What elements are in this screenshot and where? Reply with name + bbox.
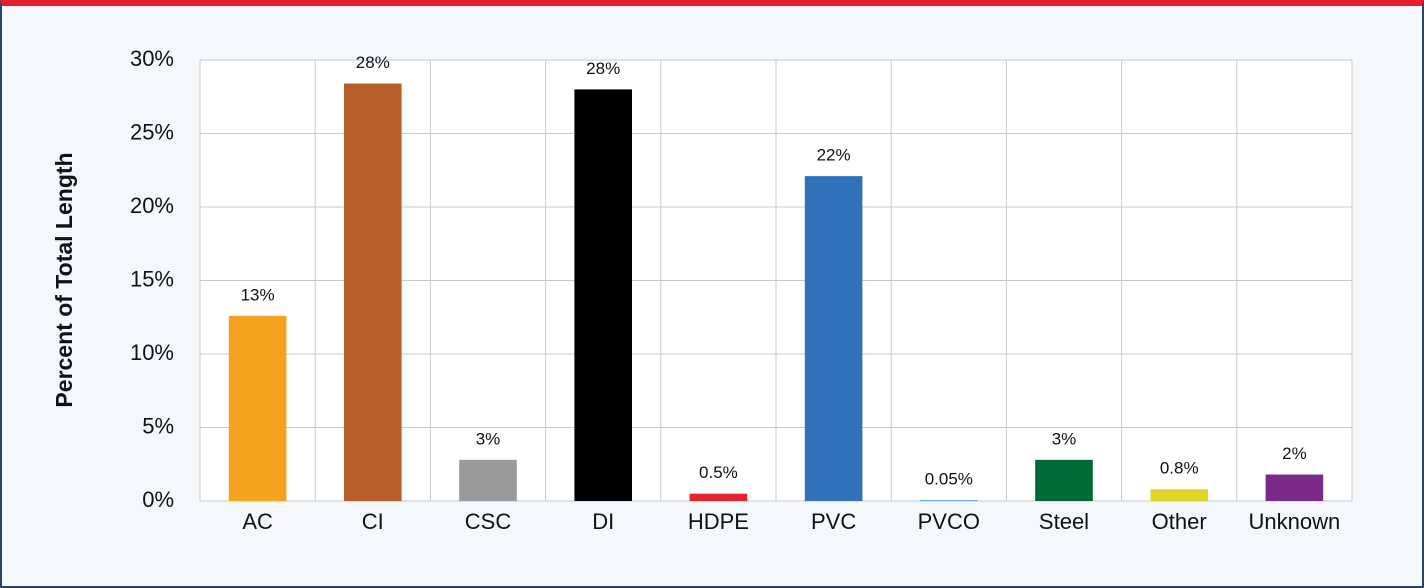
bar <box>1265 474 1324 501</box>
data-label: 28% <box>356 53 390 72</box>
bar <box>574 89 632 502</box>
bar <box>228 315 287 501</box>
data-label: 3% <box>476 429 501 448</box>
x-tick-label: CSC <box>465 509 512 534</box>
y-tick-label: 15% <box>130 266 174 291</box>
data-label: 3% <box>1052 429 1077 448</box>
y-tick-label: 25% <box>130 119 174 144</box>
bar <box>459 459 517 501</box>
bar <box>1035 459 1093 501</box>
x-tick-label: Steel <box>1039 509 1089 534</box>
x-tick-label: PVC <box>811 509 856 534</box>
x-tick-label: HDPE <box>688 509 749 534</box>
data-label: 13% <box>241 285 275 304</box>
bar <box>344 83 402 502</box>
data-label: 0.5% <box>699 463 738 482</box>
x-tick-label: DI <box>592 509 614 534</box>
x-tick-label: Unknown <box>1249 509 1341 534</box>
y-axis-label: Percent of Total Length <box>51 152 77 407</box>
data-label: 0.8% <box>1160 459 1199 478</box>
x-tick-label: AC <box>242 509 273 534</box>
y-tick-label: 0% <box>142 487 174 512</box>
bar <box>1150 489 1208 501</box>
x-tick-label: PVCO <box>918 509 980 534</box>
data-label: 22% <box>817 146 851 165</box>
bar <box>804 176 863 501</box>
y-tick-label: 30% <box>130 46 174 71</box>
data-label: 28% <box>586 59 620 78</box>
y-tick-label: 10% <box>130 340 174 365</box>
bar <box>689 493 748 501</box>
x-tick-label: Other <box>1152 509 1207 534</box>
y-tick-label: 5% <box>142 413 174 438</box>
bar <box>920 500 978 501</box>
data-label: 0.05% <box>925 470 973 489</box>
data-label: 2% <box>1282 444 1307 463</box>
y-tick-label: 20% <box>130 193 174 218</box>
x-tick-label: CI <box>362 509 384 534</box>
